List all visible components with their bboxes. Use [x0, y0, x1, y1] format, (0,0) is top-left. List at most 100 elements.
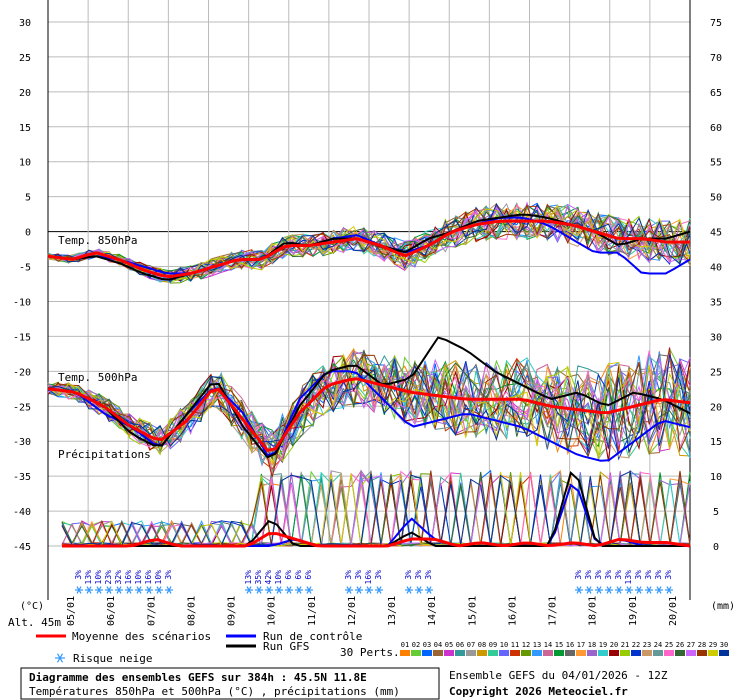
pert-number: 14 [544, 641, 552, 649]
snow-risk-percent: 42% [264, 570, 273, 585]
pert-number: 05 [445, 641, 453, 649]
mean-t850-line [47, 219, 690, 279]
left-tick-label: -10 [13, 297, 31, 308]
pert-swatch [653, 650, 663, 656]
snowflake-icon [105, 586, 113, 594]
chart-subtitle: Températures 850hPa et 500hPa (°C) , pré… [29, 685, 400, 698]
title-box [20, 667, 440, 700]
right-tick-label: 40 [710, 263, 722, 274]
snowflake-icon [85, 586, 93, 594]
left-axis: 30 25 20 15 10 5 0 -5 -10 -15 -20 -25 -30 -35 -40 -45 [13, 18, 31, 553]
snowflake-stroke [266, 586, 272, 594]
snowflake-icon [155, 586, 163, 594]
snow-risk-percent: 3% [354, 570, 363, 580]
left-tick-label: 15 [19, 123, 31, 134]
snow-risk-percent: 10% [154, 570, 163, 585]
pert-swatch [719, 650, 729, 656]
pert-number: 01 [401, 641, 409, 649]
snowflake-stroke [666, 586, 672, 594]
snowflake-icon [255, 586, 263, 594]
snowflake-icon [355, 586, 363, 594]
copyright: Copyright 2026 Meteociel.fr [449, 685, 628, 698]
pert-number: 12 [522, 641, 530, 649]
snow-risk-percent: 35% [254, 570, 263, 585]
left-tick-label: -25 [13, 402, 31, 413]
legend-mean-label: Moyenne des scénarios [72, 630, 211, 643]
snowflake-stroke [596, 586, 602, 594]
altitude-label: Alt. 45m [8, 616, 61, 629]
pert-swatch [543, 650, 553, 656]
right-tick-label: 45 [710, 228, 722, 239]
snowflake-icon [145, 586, 153, 594]
pert-swatch [686, 650, 696, 656]
snow-risk-percent: 32% [114, 570, 123, 585]
left-tick-label: -30 [13, 437, 31, 448]
snowflake-icon [75, 586, 83, 594]
pert-number: 13 [533, 641, 541, 649]
x-tick-label: 20/01 [668, 596, 679, 626]
right-tick-label: 15 [710, 437, 722, 448]
x-tick-label: 18/01 [588, 596, 599, 626]
t850-label: Temp. 850hPa [58, 234, 137, 247]
pert-number: 15 [555, 641, 563, 649]
pert-swatch [697, 650, 707, 656]
left-tick-label: 10 [19, 158, 31, 169]
member-t500-line [47, 356, 691, 459]
right-tick-label: 0 [713, 542, 719, 553]
x-tick-label: 07/01 [146, 596, 157, 626]
x-tick-label: 09/01 [227, 596, 238, 626]
snowflake-icon [125, 586, 133, 594]
right-tick-label: 70 [710, 53, 722, 64]
snowflake-icon [655, 586, 663, 594]
pert-swatch [455, 650, 465, 656]
snow-risk-percent: 3% [664, 570, 673, 580]
snowflake-stroke [86, 586, 92, 594]
x-tick-label: 06/01 [106, 596, 117, 626]
snowflake-stroke [106, 586, 112, 594]
snowflake-stroke [286, 586, 292, 594]
pert-swatch [576, 650, 586, 656]
pert-swatch [521, 650, 531, 656]
snowflake-stroke [116, 586, 122, 594]
snow-risk-percent: 16% [144, 570, 153, 585]
snowflake-stroke [56, 653, 64, 663]
snowflake-icon [665, 586, 673, 594]
snow-risk-percent: 13% [624, 570, 633, 585]
left-tick-label: -35 [13, 472, 31, 483]
snowflake-icon [615, 586, 623, 594]
snow-risk-percent: 10% [134, 570, 143, 585]
snow-risk-percent: 3% [584, 570, 593, 580]
run-label: Ensemble GEFS du 04/01/2026 - 12Z [449, 669, 668, 682]
snow-risk-percent: 10% [94, 570, 103, 585]
x-tick-label: 05/01 [66, 596, 77, 626]
left-tick-label: -45 [13, 542, 31, 553]
snowflake-icon [165, 586, 173, 594]
snowflake-icon [265, 586, 273, 594]
left-tick-label: 0 [25, 228, 31, 239]
snow-risk-percent: 3% [574, 570, 583, 580]
snowflake-icon [405, 586, 413, 594]
pert-number: 20 [610, 641, 618, 649]
pert-number: 23 [643, 641, 651, 649]
snowflake-stroke [426, 586, 432, 594]
pert-number: 22 [632, 641, 640, 649]
x-tick-label: 15/01 [467, 596, 478, 626]
left-tick-label: -15 [13, 332, 31, 343]
legend-control-label: Run de contrôle [263, 630, 362, 643]
pert-swatch [422, 650, 432, 656]
snowflake-stroke [356, 586, 362, 594]
snow-risk-percent: 6% [304, 570, 313, 580]
pert-number: 19 [599, 641, 607, 649]
pert-color-legend: 01 02 03 04 05 06 07 08 09 10 11 12 13 14 15 16 17 18 19 20… [400, 641, 729, 656]
section-labels: Temp. 850hPa Temp. 500hPa Précipitations [58, 234, 151, 461]
control-t850-line [47, 216, 691, 275]
gfs-t500-line [47, 336, 691, 459]
snow-risk-percent: 3% [74, 570, 83, 580]
control-t500-line [47, 370, 691, 462]
snowflake-stroke [616, 586, 622, 594]
snowflake-icon [595, 586, 603, 594]
left-tick-label: 5 [25, 193, 31, 204]
pert-number: 09 [489, 641, 497, 649]
pert-swatch [708, 650, 718, 656]
